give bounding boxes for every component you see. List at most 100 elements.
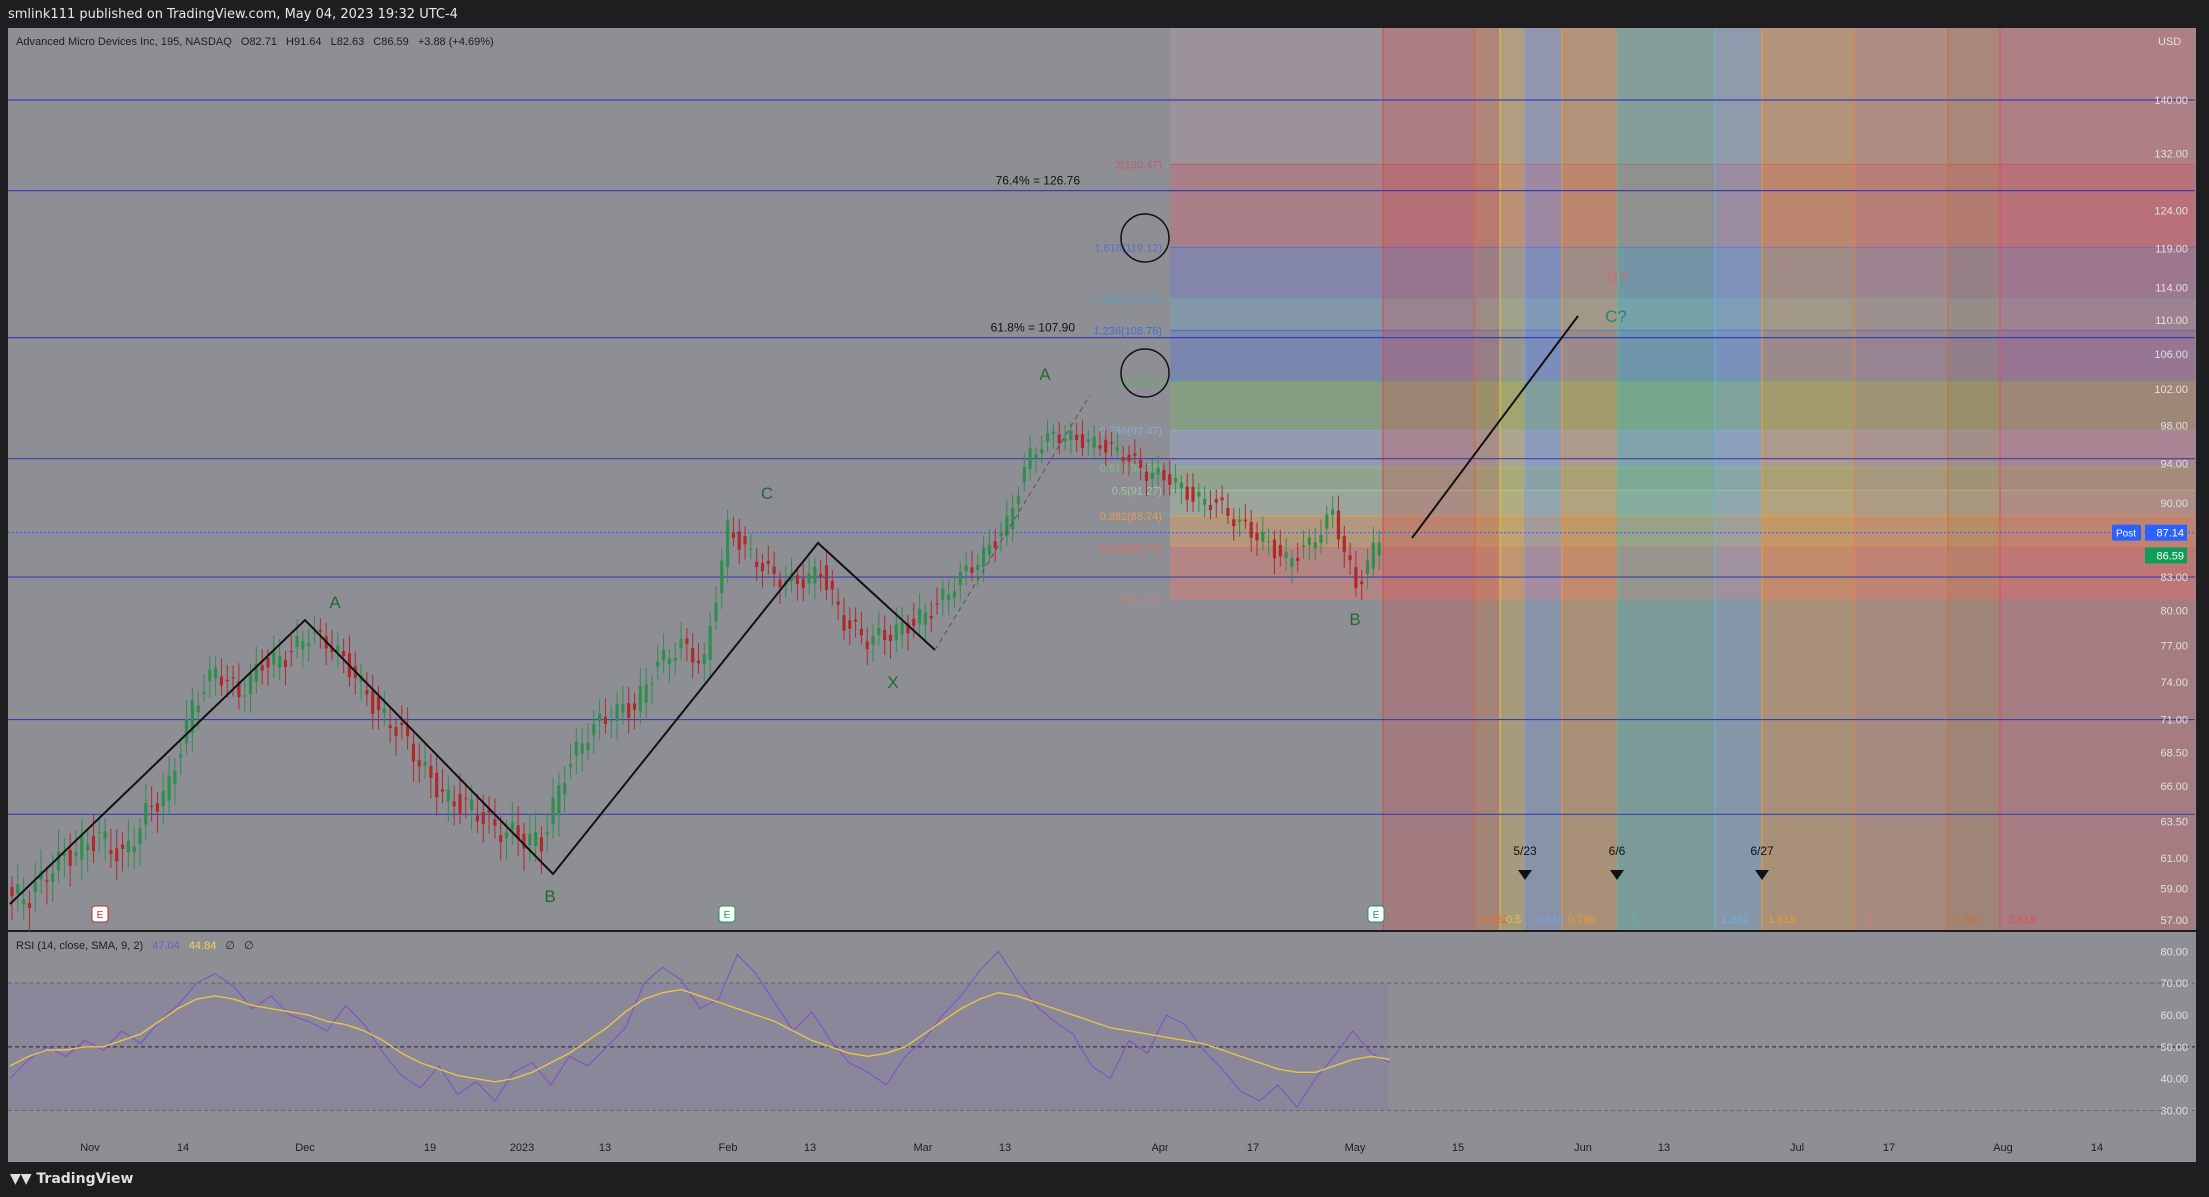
candle-body bbox=[1214, 499, 1218, 503]
candle-body bbox=[452, 801, 456, 807]
price-axis[interactable]: 140.00 132.00 124.00 119.00 114.00 110.00 106.… bbox=[2112, 95, 2188, 927]
candle-body bbox=[545, 832, 549, 835]
price-tick: 98.00 bbox=[2160, 420, 2188, 432]
time-tick: 17 bbox=[1247, 1142, 1259, 1154]
candle-body bbox=[1360, 581, 1364, 585]
candle-body bbox=[836, 601, 840, 605]
candle-body bbox=[1051, 431, 1055, 435]
price-tick: 57.00 bbox=[2160, 915, 2188, 927]
symbol-legend[interactable]: Advanced Micro Devices Inc, 195, NASDAQ … bbox=[16, 36, 494, 48]
date-marker-label: 5/23 bbox=[1513, 844, 1537, 858]
fib-label: 0(81.02) bbox=[1121, 594, 1162, 606]
low-label: L bbox=[331, 36, 337, 48]
candle-body bbox=[749, 548, 753, 550]
candle-body bbox=[184, 719, 189, 744]
candle-body bbox=[1092, 436, 1096, 448]
wave-annotation: B bbox=[1349, 610, 1360, 629]
tradingview-logo[interactable]: ▼▼ TradingView bbox=[10, 1171, 133, 1187]
candle-body bbox=[1139, 459, 1143, 468]
time-tick: 14 bbox=[2091, 1142, 2103, 1154]
candle-body bbox=[685, 638, 689, 644]
time-tick: Jul bbox=[1790, 1142, 1804, 1154]
time-zone bbox=[1618, 28, 1715, 930]
price-tick: 102.00 bbox=[2154, 384, 2188, 396]
fib-zone bbox=[1170, 467, 2195, 491]
candle-body bbox=[912, 618, 916, 626]
candle-body bbox=[627, 703, 631, 718]
rsi-tick: 50.00 bbox=[2160, 1042, 2188, 1054]
candle-body bbox=[68, 850, 72, 866]
high-value: 91.64 bbox=[294, 36, 322, 48]
candle-body bbox=[33, 882, 37, 892]
rsi-tick: 40.00 bbox=[2160, 1074, 2188, 1086]
candle-body bbox=[376, 696, 381, 711]
candle-body bbox=[1342, 536, 1346, 553]
candle-body bbox=[301, 641, 305, 650]
candle-body bbox=[1115, 447, 1119, 452]
candle-body bbox=[382, 708, 386, 713]
candle-body bbox=[853, 619, 858, 622]
candle-body bbox=[1208, 505, 1213, 511]
candle-body bbox=[481, 812, 485, 824]
rsi-tick: 70.00 bbox=[2160, 978, 2188, 990]
candle-body bbox=[778, 579, 782, 588]
candle-body bbox=[1109, 442, 1114, 444]
candle-body bbox=[586, 742, 590, 751]
time-tick: 13 bbox=[804, 1142, 816, 1154]
time-zone bbox=[1475, 28, 1500, 930]
candle-body bbox=[1371, 542, 1375, 569]
candle-body bbox=[62, 853, 66, 857]
candle-body bbox=[1075, 434, 1079, 441]
candle-body bbox=[708, 626, 712, 661]
publisher-line: smlink111 published on TradingView.com, … bbox=[8, 7, 458, 22]
time-axis[interactable]: Nov 14 Dec 19 2023 13 Feb 13 Mar 13 Apr 17 May 15 Jun 1… bbox=[80, 1142, 2103, 1154]
candle-body bbox=[446, 789, 450, 802]
circle-mark bbox=[1120, 213, 1170, 263]
time-fib-label: 2.618 bbox=[2008, 914, 2036, 926]
candle-body bbox=[388, 725, 392, 729]
candle-body bbox=[714, 602, 718, 622]
candle-body bbox=[371, 690, 375, 714]
candle-body bbox=[1045, 433, 1050, 442]
candle-body bbox=[248, 673, 253, 694]
candle-body bbox=[848, 620, 852, 629]
candle-body bbox=[568, 764, 573, 768]
candle-body bbox=[894, 624, 898, 641]
candle-body bbox=[1179, 482, 1183, 489]
rsi-legend[interactable]: RSI (14, close, SMA, 9, 2) 47.04 44.84 ∅… bbox=[16, 940, 254, 952]
price-tick: 61.00 bbox=[2160, 853, 2188, 865]
candle-body bbox=[283, 660, 288, 667]
time-tick: 13 bbox=[599, 1142, 611, 1154]
candle-body bbox=[464, 798, 468, 800]
change-value: +3.88 (+4.69%) bbox=[418, 36, 494, 48]
candle-body bbox=[941, 589, 945, 600]
candle-body bbox=[737, 531, 741, 550]
last-price-value: 86.59 bbox=[2156, 550, 2184, 562]
time-tick: 15 bbox=[1452, 1142, 1464, 1154]
price-tick: 63.50 bbox=[2160, 816, 2188, 828]
time-fib-label: 0.786 bbox=[1568, 914, 1596, 926]
rsi-tick: 30.00 bbox=[2160, 1105, 2188, 1117]
candle-body bbox=[103, 831, 107, 840]
candle-body bbox=[202, 692, 206, 694]
fib-diagonal bbox=[934, 394, 1091, 651]
candle-body bbox=[656, 661, 660, 667]
candle-body bbox=[1022, 467, 1026, 483]
candle-body bbox=[51, 873, 55, 882]
candle-body bbox=[1034, 454, 1038, 459]
hline-label: 61.8% = 107.90 bbox=[991, 321, 1076, 335]
candle-body bbox=[760, 563, 765, 572]
candle-body bbox=[574, 741, 578, 756]
candle-body bbox=[923, 612, 927, 625]
candle-body bbox=[150, 805, 154, 807]
wave-annotation: A bbox=[1039, 365, 1051, 384]
candle-body bbox=[1168, 474, 1172, 485]
fib-label: 0.5(91.27) bbox=[1112, 485, 1162, 497]
candle-body bbox=[1005, 515, 1009, 537]
open-value: 82.71 bbox=[249, 36, 277, 48]
post-value: 87.14 bbox=[2156, 528, 2184, 540]
candle-body bbox=[16, 884, 20, 894]
hline-label: 76.4% = 126.76 bbox=[996, 174, 1081, 188]
